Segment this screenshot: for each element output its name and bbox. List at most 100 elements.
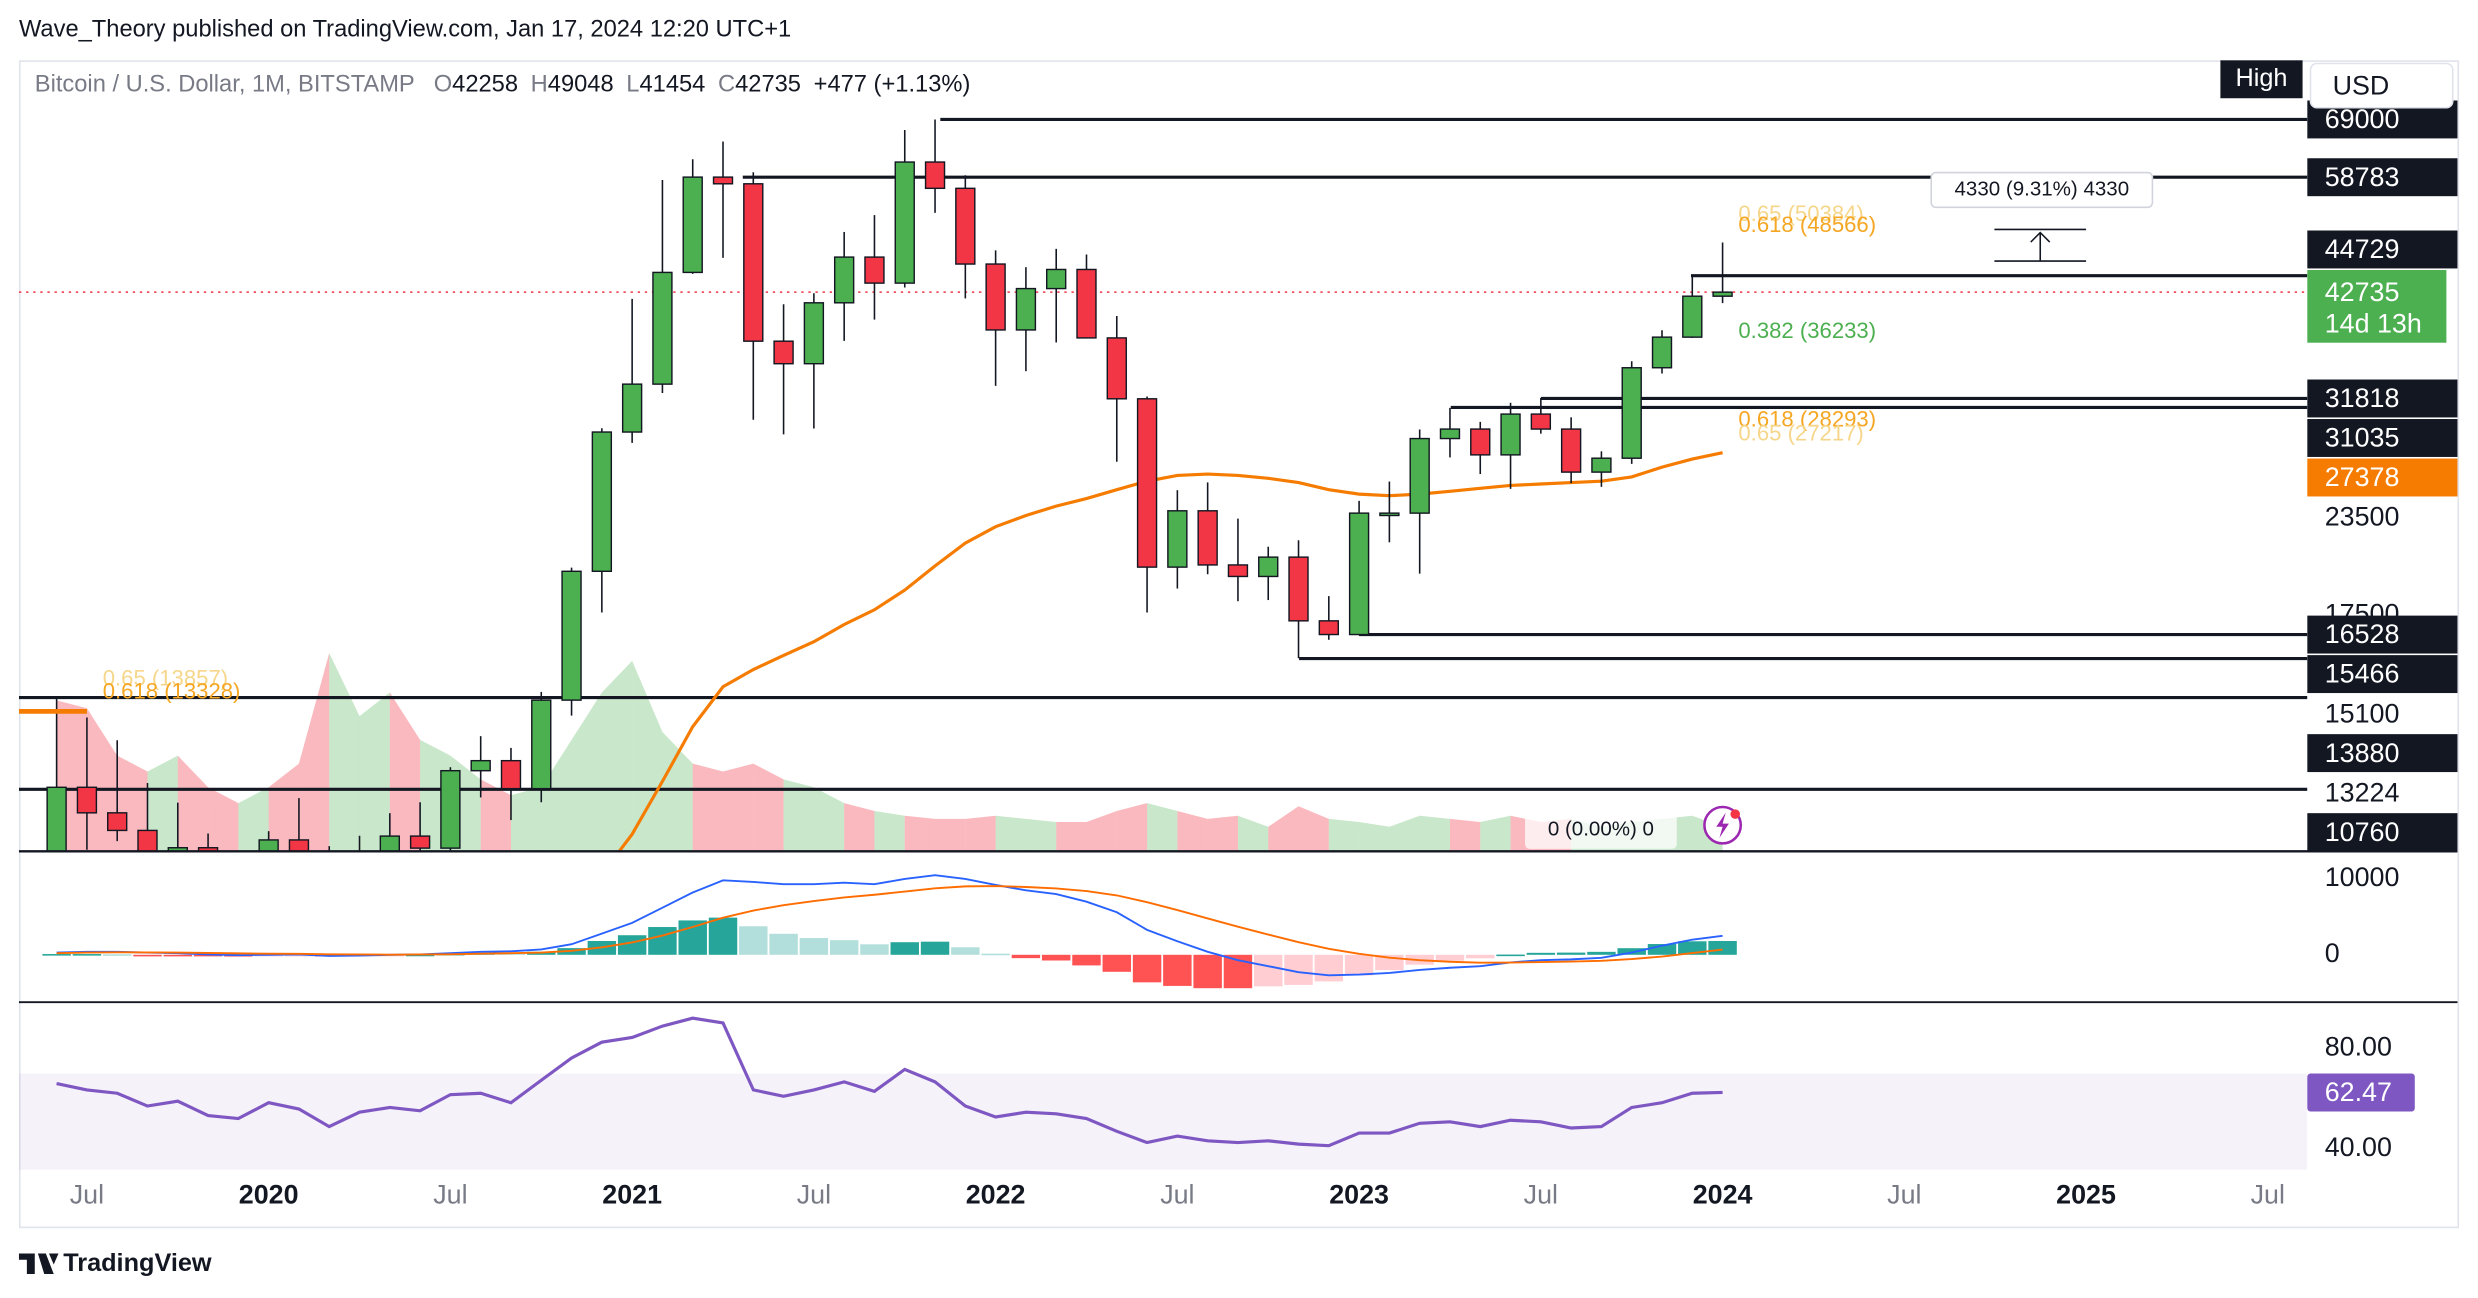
candle-body [1530, 413, 1552, 430]
rsi-tick-label: 40.00 [2325, 1132, 2392, 1162]
macd-histogram-bar [1556, 952, 1586, 955]
volume-area [541, 739, 572, 851]
macd-histogram-bar [405, 954, 435, 957]
volume-area [1328, 818, 1360, 851]
candle-body [894, 161, 915, 284]
macd-histogram-bar [1526, 952, 1556, 955]
currency[interactable]: USD [2333, 70, 2390, 100]
symbol: Bitcoin / U.S. Dollar, 1M, BITSTAMP [35, 72, 415, 98]
volume-area [238, 787, 269, 851]
volume-area [662, 731, 693, 851]
rsi-line [56, 1016, 1723, 1148]
volume-area [510, 787, 542, 851]
macd-histogram-bar [648, 927, 677, 955]
countdown: 14d 13h [2325, 308, 2422, 338]
level-label-box [2307, 158, 2458, 197]
level-label-box [2307, 813, 2458, 852]
macd-histogram-bar [193, 954, 223, 957]
x-tick-label: Jul [797, 1180, 831, 1210]
macd-histogram-bar [1193, 954, 1222, 989]
volume-area [995, 815, 1026, 851]
candle-body [76, 786, 98, 814]
volume-area [480, 779, 511, 851]
candle-body [1712, 291, 1733, 297]
ohlc-value: 42258 [452, 72, 518, 98]
candle-body [1076, 268, 1097, 339]
candle-body [440, 769, 461, 849]
price-source-box[interactable] [2220, 60, 2303, 99]
y-tick-label: 15100 [2325, 698, 2400, 728]
volume-area [753, 763, 784, 851]
macd-histogram-bar [1314, 954, 1344, 982]
x-tick-label: 2020 [239, 1180, 299, 1210]
macd-histogram-bar [1708, 940, 1737, 955]
moving-average [617, 451, 1723, 851]
macd-histogram-bar [1102, 954, 1132, 972]
candle-body [652, 271, 673, 385]
volume-area [1237, 815, 1269, 851]
volume-area [1268, 806, 1299, 851]
ohlc-key: O [434, 72, 452, 98]
x-tick-label: Jul [1160, 1180, 1194, 1210]
ohlc-value: 49048 [548, 72, 614, 98]
macd-histogram-bar [920, 941, 950, 955]
macd-histogram-bar [1041, 954, 1071, 961]
volume-area [601, 660, 633, 851]
volume-area [783, 779, 814, 851]
candle-body [197, 847, 219, 851]
macd-histogram-bar [42, 954, 71, 956]
macd-histogram-bar [284, 954, 314, 957]
candle-body [1348, 512, 1370, 636]
volume-area [813, 787, 845, 851]
macd-histogram-bar [1435, 954, 1465, 961]
rsi-band [18, 1073, 2308, 1170]
alert-bolt [1716, 812, 1729, 838]
volume-area [208, 787, 239, 851]
candle-body [288, 839, 310, 851]
macd-histogram-bar [1496, 954, 1525, 957]
macd-histogram-bar [1072, 954, 1101, 966]
fib-label: 0.65 (27217) [1738, 421, 1863, 446]
candle-body [1409, 437, 1430, 514]
candle-body [46, 786, 67, 851]
axis-layer: 6900058783447293181831035273782350017500… [70, 100, 2458, 1210]
fib-label: 0.618 (48566) [1738, 212, 1876, 237]
macd-histogram-bar [829, 940, 859, 955]
price-source[interactable]: High [2236, 64, 2288, 92]
alert-dot [1730, 809, 1740, 819]
fib-label: 0.65 (50384) [1738, 201, 1863, 226]
volume-area [904, 815, 936, 851]
candle-body [1591, 457, 1612, 473]
volume-area [1056, 822, 1087, 851]
level-label: 15466 [2325, 659, 2400, 689]
volume-area [268, 763, 299, 851]
macd-layer [42, 874, 1737, 989]
x-tick-label: Jul [1524, 1180, 1558, 1210]
macd-histogram-bar [708, 917, 738, 955]
macd-histogram-bar [1647, 944, 1677, 955]
candle-body [924, 161, 946, 190]
macd-histogram-bar [981, 953, 1010, 956]
macd-histogram-bar [1587, 951, 1616, 955]
macd-histogram-bar [1011, 954, 1041, 959]
volume-area [177, 755, 209, 851]
macd-histogram-bar [1254, 954, 1283, 987]
candle-body [1651, 336, 1673, 369]
fib-label: 0.65 (13857) [103, 666, 228, 691]
currency-box[interactable] [2309, 62, 2454, 109]
macd-histogram-bar [1132, 954, 1162, 983]
fib-label: 0.618 (13328) [103, 678, 241, 703]
ma-label-box [2307, 458, 2458, 497]
current-price-label: 42735 [2325, 277, 2400, 307]
macd-histogram-bar [678, 920, 707, 955]
level-label-box [2307, 615, 2458, 654]
ohlc-value: 41454 [639, 72, 705, 98]
x-tick-label: 2025 [2056, 1180, 2116, 1210]
candle-body [1258, 556, 1279, 578]
x-tick-label: Jul [433, 1180, 467, 1210]
candle-body [985, 263, 1006, 331]
candle-body [1379, 512, 1400, 517]
level-label: 16528 [2325, 619, 2400, 649]
candle-body [1288, 556, 1309, 622]
candle-body [561, 570, 582, 701]
